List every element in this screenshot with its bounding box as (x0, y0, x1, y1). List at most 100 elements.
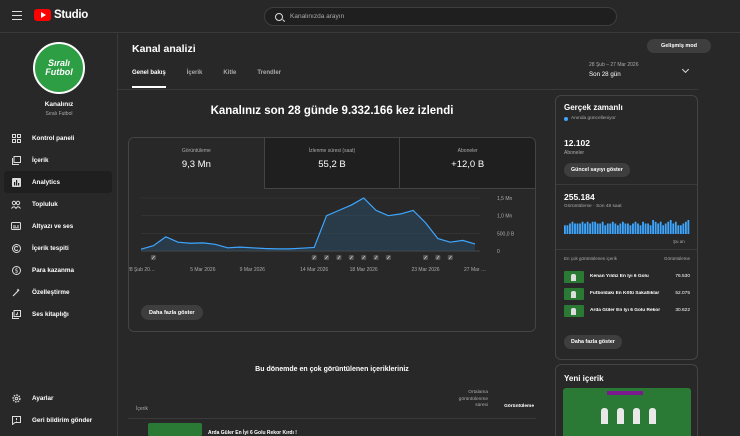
column-header-avg-line3: süresi (475, 403, 488, 408)
sidebar-item-audio-library[interactable]: Ses kitaplığı (4, 303, 112, 325)
money-icon: $ (11, 265, 21, 275)
realtime-bar (632, 223, 634, 234)
realtime-bar-chart (564, 220, 690, 234)
data-point (140, 248, 142, 250)
x-tick-label: 27 Mar … (464, 267, 486, 273)
show-more-button[interactable]: Daha fazla göster (141, 305, 203, 320)
new-content-thumbnail[interactable] (563, 388, 691, 436)
tab-trends[interactable]: Trendler (257, 70, 282, 76)
data-point (363, 197, 365, 199)
realtime-show-more-button[interactable]: Daha fazla göster (564, 335, 622, 349)
sidebar-item-copyright[interactable]: İçerik tespiti (4, 237, 112, 259)
search-box[interactable] (264, 7, 617, 26)
realtime-bar (677, 225, 680, 234)
thumbnail-banner (607, 391, 643, 395)
realtime-subscribers-label: Aboneler (564, 150, 585, 156)
realtime-bar (571, 221, 574, 234)
realtime-bar (662, 225, 665, 234)
realtime-bar (627, 223, 629, 234)
series-line (140, 197, 476, 250)
annotation-marker-icon (362, 255, 366, 260)
realtime-bar (601, 221, 604, 234)
realtime-bar (659, 221, 662, 234)
realtime-subscribers: 12.102 (564, 138, 590, 148)
metric-watch-time[interactable]: İzlenme süresi (saat) 55,2 B (264, 138, 400, 189)
realtime-bar (616, 225, 619, 234)
metric-subscribers[interactable]: Aboneler +12,0 B (399, 138, 535, 189)
realtime-bar (629, 225, 632, 234)
realtime-bar (687, 220, 690, 234)
metric-value: 9,3 Mn (181, 159, 211, 170)
top-bar: Studio (0, 0, 740, 33)
data-point (177, 241, 179, 243)
y-tick-label: 500,0 B (497, 231, 515, 237)
show-live-count-button[interactable]: Güncel sayıyı göster (564, 163, 630, 177)
sidebar-item-content[interactable]: İçerik (4, 149, 112, 171)
metrics-card: Görüntüleme 9,3 Mn İzlenme süresi (saat)… (128, 137, 536, 332)
video-views: 76.530 (675, 274, 690, 279)
sidebar-item-community[interactable]: Topluluk (4, 193, 112, 215)
annotation-marker-icon (349, 255, 353, 260)
sidebar-item-feedback[interactable]: Geri bildirim gönder (4, 409, 112, 431)
realtime-bar (609, 223, 612, 234)
realtime-bar (667, 221, 670, 234)
video-title: Arda Güler En İyi 6 Golu Rekor (590, 308, 661, 313)
top-content-header: İçerik Ortalama görüntülenme süresi Görü… (128, 388, 536, 418)
realtime-bar (594, 221, 597, 234)
data-point (425, 222, 427, 224)
annotation-marker-icon (424, 255, 427, 260)
sidebar: Sıralı Futbol Kanalınız Sıralı Futbol Ko… (0, 33, 118, 436)
sidebar-item-label: Kontrol paneli (32, 134, 75, 142)
tab-content[interactable]: İçerik (186, 70, 203, 76)
realtime-live-indicator: Anında güncelleniyor (564, 116, 616, 121)
date-range-picker[interactable]: 28 Şub – 27 Mar 2026 Son 28 gün (589, 62, 638, 78)
sidebar-item-label: Analytics (32, 178, 60, 186)
search-input[interactable] (290, 13, 590, 20)
realtime-bar (586, 221, 589, 234)
channel-avatar[interactable]: Sıralı Futbol (33, 42, 85, 94)
advanced-mode-button[interactable]: Gelişmiş mod (647, 39, 711, 53)
realtime-bar (606, 223, 609, 234)
realtime-bar (564, 225, 566, 234)
realtime-list-item[interactable]: Futboldaki En Kötü Sakatlıklar 52.075 (564, 287, 690, 300)
realtime-list-item[interactable]: Arda Güler En İyi 6 Golu Rekor 30.622 (564, 304, 690, 317)
sidebar-item-subtitles[interactable]: Altyazı ve ses (4, 215, 112, 237)
realtime-bar (574, 223, 576, 234)
youtube-icon (34, 9, 51, 21)
chevron-down-icon[interactable] (681, 65, 690, 74)
video-title[interactable]: Arda Güler En İyi 6 Golu Rekor Kırdı ! (208, 430, 297, 436)
realtime-bar (614, 223, 617, 234)
data-point (301, 247, 303, 249)
metric-views[interactable]: Görüntüleme 9,3 Mn (129, 138, 265, 189)
sidebar-item-analytics[interactable]: Analytics (4, 171, 112, 193)
realtime-list-item[interactable]: Kenan Yıldız En İyi 6 Golu 76.530 (564, 270, 690, 283)
studio-logo[interactable]: Studio (34, 9, 88, 21)
metric-value: 55,2 B (318, 159, 346, 170)
video-thumbnail[interactable] (148, 423, 202, 436)
channel-name: Sıralı Futbol (45, 111, 73, 117)
sidebar-item-customization[interactable]: Özelleştirme (4, 281, 112, 303)
sidebar-item-monetization[interactable]: $ Para kazanma (4, 259, 112, 281)
menu-icon[interactable] (12, 11, 22, 20)
sidebar-item-label: Ses kitaplığı (32, 310, 69, 318)
column-header-content: İçerik (136, 406, 148, 412)
sidebar-item-settings[interactable]: Ayarlar (4, 387, 112, 409)
column-header-views[interactable]: Görüntüleme (504, 404, 534, 409)
realtime-bar (664, 223, 667, 234)
sidebar-item-dashboard[interactable]: Kontrol paneli (4, 127, 112, 149)
realtime-bar (624, 223, 627, 234)
audio-library-icon (11, 309, 21, 319)
data-point (326, 215, 328, 217)
date-range-dates: 28 Şub – 27 Mar 2026 (589, 62, 639, 68)
analytics-icon (11, 177, 21, 187)
dashboard-icon (11, 133, 21, 143)
sidebar-item-label: Topluluk (32, 200, 58, 208)
live-dot-icon (564, 116, 568, 121)
copyright-icon (11, 243, 21, 253)
realtime-title: Gerçek zamanlı (564, 103, 623, 112)
tab-overview[interactable]: Genel bakış (132, 70, 166, 88)
data-point (338, 209, 340, 211)
tab-audience[interactable]: Kitle (223, 70, 237, 76)
data-point (289, 248, 291, 250)
sidebar-item-label: İçerik tespiti (32, 244, 69, 252)
